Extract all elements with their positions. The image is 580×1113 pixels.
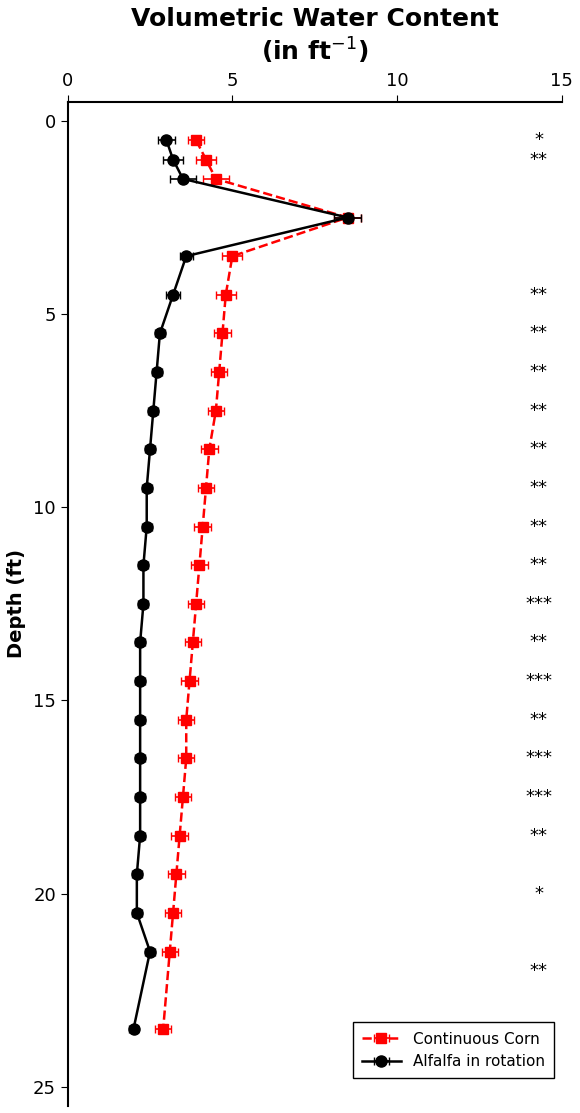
- Text: ***: ***: [525, 788, 552, 806]
- Text: ***: ***: [525, 594, 552, 613]
- Text: **: **: [530, 402, 548, 420]
- X-axis label: Volumetric Water Content
(in ft$^{-1}$): Volumetric Water Content (in ft$^{-1}$): [130, 7, 499, 66]
- Text: **: **: [530, 827, 548, 845]
- Text: ***: ***: [525, 672, 552, 690]
- Text: *: *: [534, 131, 543, 149]
- Text: **: **: [530, 556, 548, 574]
- Text: **: **: [530, 150, 548, 168]
- Text: **: **: [530, 518, 548, 535]
- Text: **: **: [530, 324, 548, 343]
- Text: **: **: [530, 363, 548, 381]
- Y-axis label: Depth (ft): Depth (ft): [7, 550, 26, 658]
- Text: **: **: [530, 633, 548, 651]
- Text: **: **: [530, 479, 548, 496]
- Legend: Continuous Corn, Alfalfa in rotation: Continuous Corn, Alfalfa in rotation: [353, 1023, 554, 1078]
- Text: **: **: [530, 711, 548, 729]
- Text: **: **: [530, 286, 548, 304]
- Text: **: **: [530, 441, 548, 459]
- Text: ***: ***: [525, 749, 552, 767]
- Text: *: *: [534, 885, 543, 903]
- Text: **: **: [530, 962, 548, 979]
